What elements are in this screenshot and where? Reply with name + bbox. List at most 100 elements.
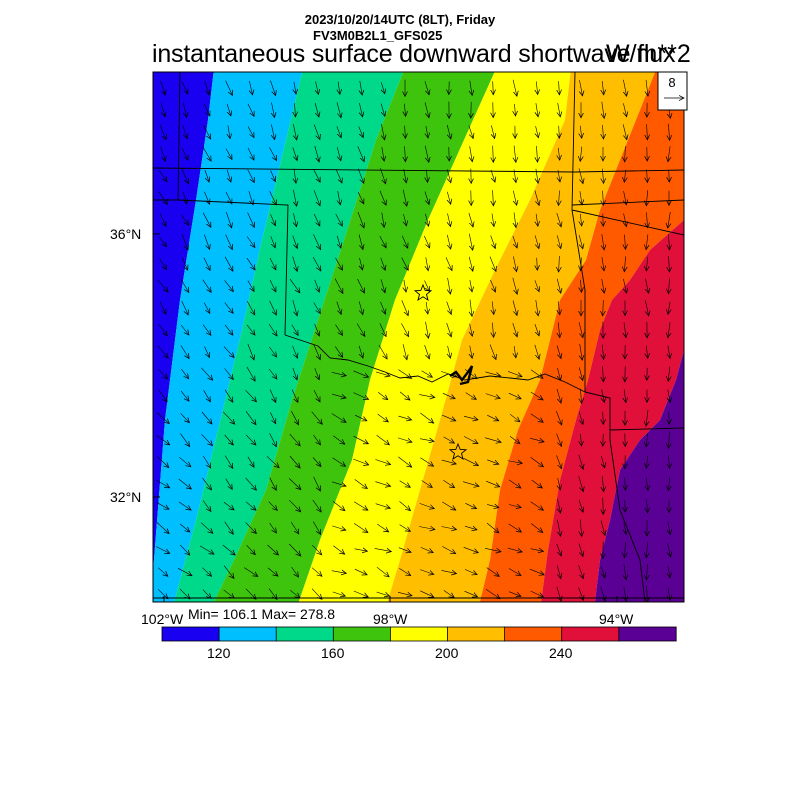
wind-vector-arrow bbox=[353, 458, 368, 465]
wind-vector-arrow bbox=[424, 345, 430, 359]
wind-vector-arrow bbox=[244, 567, 258, 577]
wind-vector-arrow bbox=[602, 101, 604, 119]
wind-vector-arrow bbox=[647, 212, 648, 227]
wind-vector-arrow bbox=[646, 234, 648, 249]
wind-vector-arrow bbox=[183, 102, 186, 118]
wind-vector-arrow bbox=[536, 103, 538, 117]
wind-vector-arrow bbox=[288, 543, 301, 556]
wind-vector-arrow bbox=[464, 569, 477, 574]
wind-vector-arrow bbox=[443, 480, 454, 487]
wind-vector-arrow bbox=[624, 322, 626, 337]
wind-vector-arrow bbox=[204, 191, 209, 204]
wind-vector-arrow bbox=[442, 546, 455, 553]
wind-vector-arrow bbox=[420, 569, 434, 575]
wind-vector-arrow bbox=[225, 234, 233, 250]
wind-vector-arrow bbox=[420, 547, 433, 552]
wind-vector-arrow bbox=[600, 520, 605, 536]
wind-vector-arrow bbox=[222, 544, 235, 555]
wind-vector-arrow bbox=[359, 345, 363, 358]
wind-vector-arrow bbox=[426, 321, 429, 338]
wind-vector-arrow bbox=[448, 345, 451, 358]
wind-vector-arrow bbox=[271, 124, 274, 139]
wind-vector-arrow bbox=[470, 80, 472, 96]
wind-vector-arrow bbox=[376, 566, 389, 577]
flux-band-100-120 bbox=[153, 72, 214, 572]
wind-vector-arrow bbox=[156, 502, 169, 510]
wind-vector-arrow bbox=[462, 481, 479, 487]
wind-vector-arrow bbox=[556, 345, 561, 359]
wind-vector-arrow bbox=[447, 191, 450, 204]
wind-vector-arrow bbox=[332, 591, 346, 596]
wind-vector-arrow bbox=[578, 499, 583, 512]
wind-vector-arrow bbox=[468, 125, 473, 139]
wind-vector-arrow bbox=[558, 322, 560, 337]
wind-vector-arrow bbox=[404, 103, 405, 117]
wind-vector-arrow bbox=[292, 235, 298, 249]
wind-vector-arrow bbox=[487, 414, 499, 421]
wind-vector-arrow bbox=[579, 235, 583, 249]
wind-vector-arrow bbox=[269, 389, 276, 403]
wind-vector-arrow bbox=[245, 522, 257, 533]
wind-vector-arrow bbox=[445, 257, 452, 270]
wind-vector-arrow bbox=[442, 393, 455, 398]
wind-vector-arrow bbox=[375, 371, 390, 376]
wind-vector-arrow bbox=[646, 563, 647, 580]
wind-vector-arrow bbox=[602, 257, 604, 271]
reference-vector-label: 8 bbox=[668, 75, 675, 90]
wind-vector-arrow bbox=[398, 415, 411, 420]
wind-vector-arrow bbox=[427, 169, 428, 183]
wind-vector-arrow bbox=[156, 479, 169, 488]
wind-vector-arrow bbox=[376, 434, 390, 445]
wind-vector-arrow bbox=[534, 190, 539, 206]
wind-vector-arrow bbox=[492, 213, 494, 227]
wind-vector-arrow bbox=[405, 125, 406, 139]
wind-vector-arrow bbox=[446, 301, 452, 315]
wind-vector-arrow bbox=[204, 81, 209, 95]
wind-vector-arrow bbox=[158, 390, 167, 402]
wind-vector-arrow bbox=[354, 568, 367, 575]
wind-vector-arrow bbox=[531, 479, 543, 488]
wind-vector-arrow bbox=[399, 568, 410, 575]
colorbar-swatch bbox=[561, 626, 620, 642]
wind-vector-arrow bbox=[668, 366, 670, 381]
wind-vector-arrow bbox=[379, 323, 386, 336]
colorbar-tick-200: 200 bbox=[435, 645, 459, 661]
wind-vector-arrow bbox=[336, 126, 341, 137]
wind-vector-arrow bbox=[668, 566, 670, 578]
wind-vector-arrow bbox=[514, 346, 516, 358]
wind-vector-arrow bbox=[581, 257, 582, 270]
wind-vector-arrow bbox=[557, 519, 560, 536]
wind-vector-arrow bbox=[199, 545, 214, 554]
wind-vector-arrow bbox=[353, 590, 368, 597]
wind-vector-arrow bbox=[668, 301, 670, 314]
wind-vector-arrow bbox=[224, 368, 234, 380]
wind-vector-arrow bbox=[463, 458, 479, 465]
lat-label-32n: 32°N bbox=[110, 489, 142, 505]
wind-vector-arrow bbox=[335, 213, 343, 226]
wind-vector-arrow bbox=[202, 324, 211, 336]
wind-vector-arrow bbox=[624, 256, 625, 271]
city-star-marker bbox=[448, 442, 468, 461]
wind-vector-arrow bbox=[484, 548, 501, 551]
wind-vector-arrow bbox=[353, 501, 368, 510]
wind-vector-arrow bbox=[381, 124, 384, 140]
wind-vector-arrow bbox=[507, 547, 522, 552]
wind-vector-arrow bbox=[556, 586, 561, 601]
wind-vector-arrow bbox=[508, 591, 521, 597]
wind-vector-arrow bbox=[421, 370, 433, 377]
wind-vector-arrow bbox=[669, 431, 670, 449]
wind-vector-arrow bbox=[338, 81, 340, 95]
wind-vector-arrow bbox=[289, 433, 300, 446]
wind-vector-arrow bbox=[292, 300, 297, 316]
wind-vector-arrow bbox=[669, 234, 670, 250]
wind-vector-arrow bbox=[312, 499, 321, 512]
wind-vector-arrow bbox=[245, 411, 256, 425]
wind-vector-arrow bbox=[603, 190, 604, 206]
lon-label-102w: 102°W bbox=[141, 611, 184, 627]
wind-vector-arrow bbox=[357, 191, 364, 204]
wind-vector-arrow bbox=[624, 586, 626, 601]
wind-vector-arrow bbox=[160, 103, 165, 116]
wind-vector-arrow bbox=[402, 344, 407, 360]
wind-vector-arrow bbox=[448, 277, 451, 294]
wind-vector-arrow bbox=[227, 169, 231, 182]
